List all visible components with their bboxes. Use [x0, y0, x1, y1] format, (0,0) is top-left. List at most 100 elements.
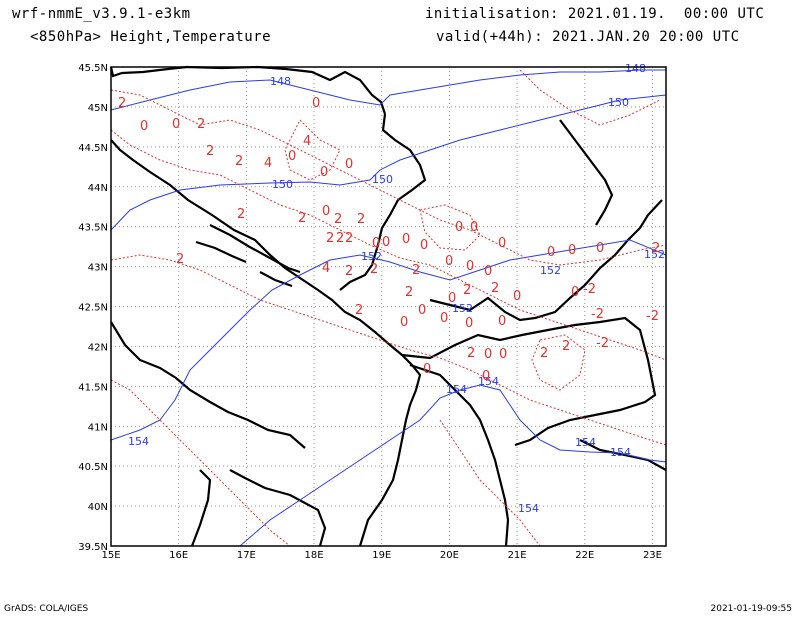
temperature-contour-label: 0 — [400, 315, 408, 330]
temperature-contour-label: 2 — [467, 346, 475, 361]
temperature-contour-label: 0 — [288, 149, 296, 164]
border-greece — [409, 363, 510, 547]
temperature-contour-label: 0 — [513, 289, 521, 304]
temp-contour-7 — [284, 119, 341, 181]
temperature-contour-label: 4 — [303, 134, 311, 149]
height-contour-label: 150 — [272, 178, 293, 191]
height-contour-label: 154 — [518, 502, 539, 515]
height-contour-label: 154 — [446, 383, 467, 396]
temperature-contour-label: -2 — [591, 307, 604, 322]
height-labels: 148 148 150 150 150 152 152 152 152 154 154 154 154 1… — [128, 62, 665, 515]
height-contour-label: 150 — [608, 96, 629, 109]
temperature-contour-label: 0 — [172, 117, 180, 132]
temperature-contour-label: 4 — [322, 261, 330, 276]
contour-154 — [239, 384, 667, 547]
coast-south — [229, 469, 327, 547]
temperature-contour-label: 2 — [491, 281, 499, 296]
render-timestamp: 2021-01-19-09:55 — [710, 604, 793, 614]
temperature-contour-label: 2 — [412, 263, 420, 278]
coast-sw — [190, 469, 212, 547]
temperature-contour-label: 0 — [440, 311, 448, 326]
temperature-contour-label: 2 — [405, 285, 413, 300]
lon-tick-label: 23E — [643, 550, 662, 561]
lon-tick-label: 15E — [101, 550, 120, 561]
temperature-contour-label: 0 — [402, 232, 410, 247]
temperature-contour-label: -2 — [583, 282, 596, 297]
temperature-contour-label: 0 — [382, 235, 390, 250]
temperature-contour-label: 0 — [455, 220, 463, 235]
temperature-contour-label: -2 — [646, 309, 659, 324]
temperature-contour-label: 2 — [235, 154, 243, 169]
contour-148 — [110, 69, 666, 111]
temperature-contour-label: 0 — [465, 316, 473, 331]
temperature-contour-label: 4 — [264, 156, 272, 171]
contour-150 — [110, 94, 667, 231]
plot-frame — [110, 66, 667, 547]
temperature-contour-label: 0 — [568, 243, 576, 258]
temperature-contour-label: 2 — [562, 339, 570, 354]
island-3 — [259, 271, 293, 288]
grads-credit: GrADS: COLA/IGES — [4, 604, 89, 614]
temperature-contour-label: 0 — [484, 347, 492, 362]
border-east — [429, 199, 663, 322]
temperature-contour-label: 0 — [482, 369, 490, 384]
temperature-contour-label: 2 — [298, 211, 306, 226]
temperature-contour-label: 2 — [206, 144, 214, 159]
lon-tick-label: 18E — [305, 550, 324, 561]
temperature-contour-label: 2 — [652, 241, 660, 256]
italy-heel-coast — [110, 321, 306, 449]
contour-152 — [110, 239, 667, 441]
temperature-contour-label: 2 — [237, 207, 245, 222]
temperature-contour-label: 2 — [345, 231, 353, 246]
init-time: initialisation: 2021.01.19. 00:00 UTC — [425, 6, 765, 22]
height-contour-label: 152 — [644, 248, 665, 261]
lon-tick-label: 17E — [237, 550, 256, 561]
temperature-contour-label: 0 — [322, 204, 330, 219]
lat-tick-label: 43N — [88, 263, 108, 274]
latitude-labels: 45.5N 45N 44.5N 44N 43.5N 43N 42.5N 42N 41.5N 41N… — [78, 63, 108, 553]
lon-tick-label: 21E — [508, 550, 527, 561]
temperature-contour-label: 2 — [370, 262, 378, 277]
temperature-contour-label: 2 — [334, 212, 342, 227]
lat-tick-label: 44N — [88, 183, 108, 194]
height-contour-label: 154 — [575, 436, 596, 449]
temperature-contour-label: 0 — [498, 236, 506, 251]
adriatic-east-coast — [110, 139, 422, 547]
field-title: <850hPa> Height,Temperature — [30, 29, 272, 45]
lat-tick-label: 43.5N — [78, 223, 108, 234]
temperature-contour-label: 0 — [445, 254, 453, 269]
temperature-contour-label: 0 — [140, 119, 148, 134]
height-contour-label: 148 — [625, 62, 646, 75]
lat-tick-label: 45N — [88, 103, 108, 114]
temperature-contour-label: 2 — [357, 212, 365, 227]
height-contour-label: 154 — [610, 446, 631, 459]
lat-tick-label: 41.5N — [78, 382, 108, 393]
map-grid — [110, 66, 666, 547]
height-contour-label: 152 — [540, 264, 561, 277]
border-north — [109, 65, 387, 115]
valid-time: valid(+44h): 2021.JAN.20 20:00 UTC — [436, 29, 740, 45]
coast-aegean — [579, 439, 667, 471]
height-contour-label: 148 — [270, 75, 291, 88]
temperature-contour-label: 2 — [326, 231, 334, 246]
height-contour-label: 150 — [372, 173, 393, 186]
lat-tick-label: 40.5N — [78, 462, 108, 473]
height-contour-label: 154 — [478, 375, 499, 388]
lat-tick-label: 42.5N — [78, 303, 108, 314]
model-title: wrf-nmmE_v3.9.1-e3km — [12, 6, 191, 22]
coastlines — [109, 65, 667, 547]
temperature-contour-label: 0 — [498, 314, 506, 329]
lon-tick-label: 16E — [169, 550, 188, 561]
temperature-contour-label: 0 — [470, 220, 478, 235]
temperature-contour-label: 2 — [118, 96, 126, 111]
temperature-contour-label: 0 — [571, 285, 579, 300]
temperature-contour-label: 0 — [418, 303, 426, 318]
temp-contour-2 — [110, 129, 667, 361]
border-ne — [559, 119, 614, 226]
temperature-contour-label: 0 — [596, 241, 604, 256]
temperature-contour-label: 0 — [312, 96, 320, 111]
temp-contour-3 — [110, 254, 667, 446]
lon-tick-label: 20E — [440, 550, 459, 561]
